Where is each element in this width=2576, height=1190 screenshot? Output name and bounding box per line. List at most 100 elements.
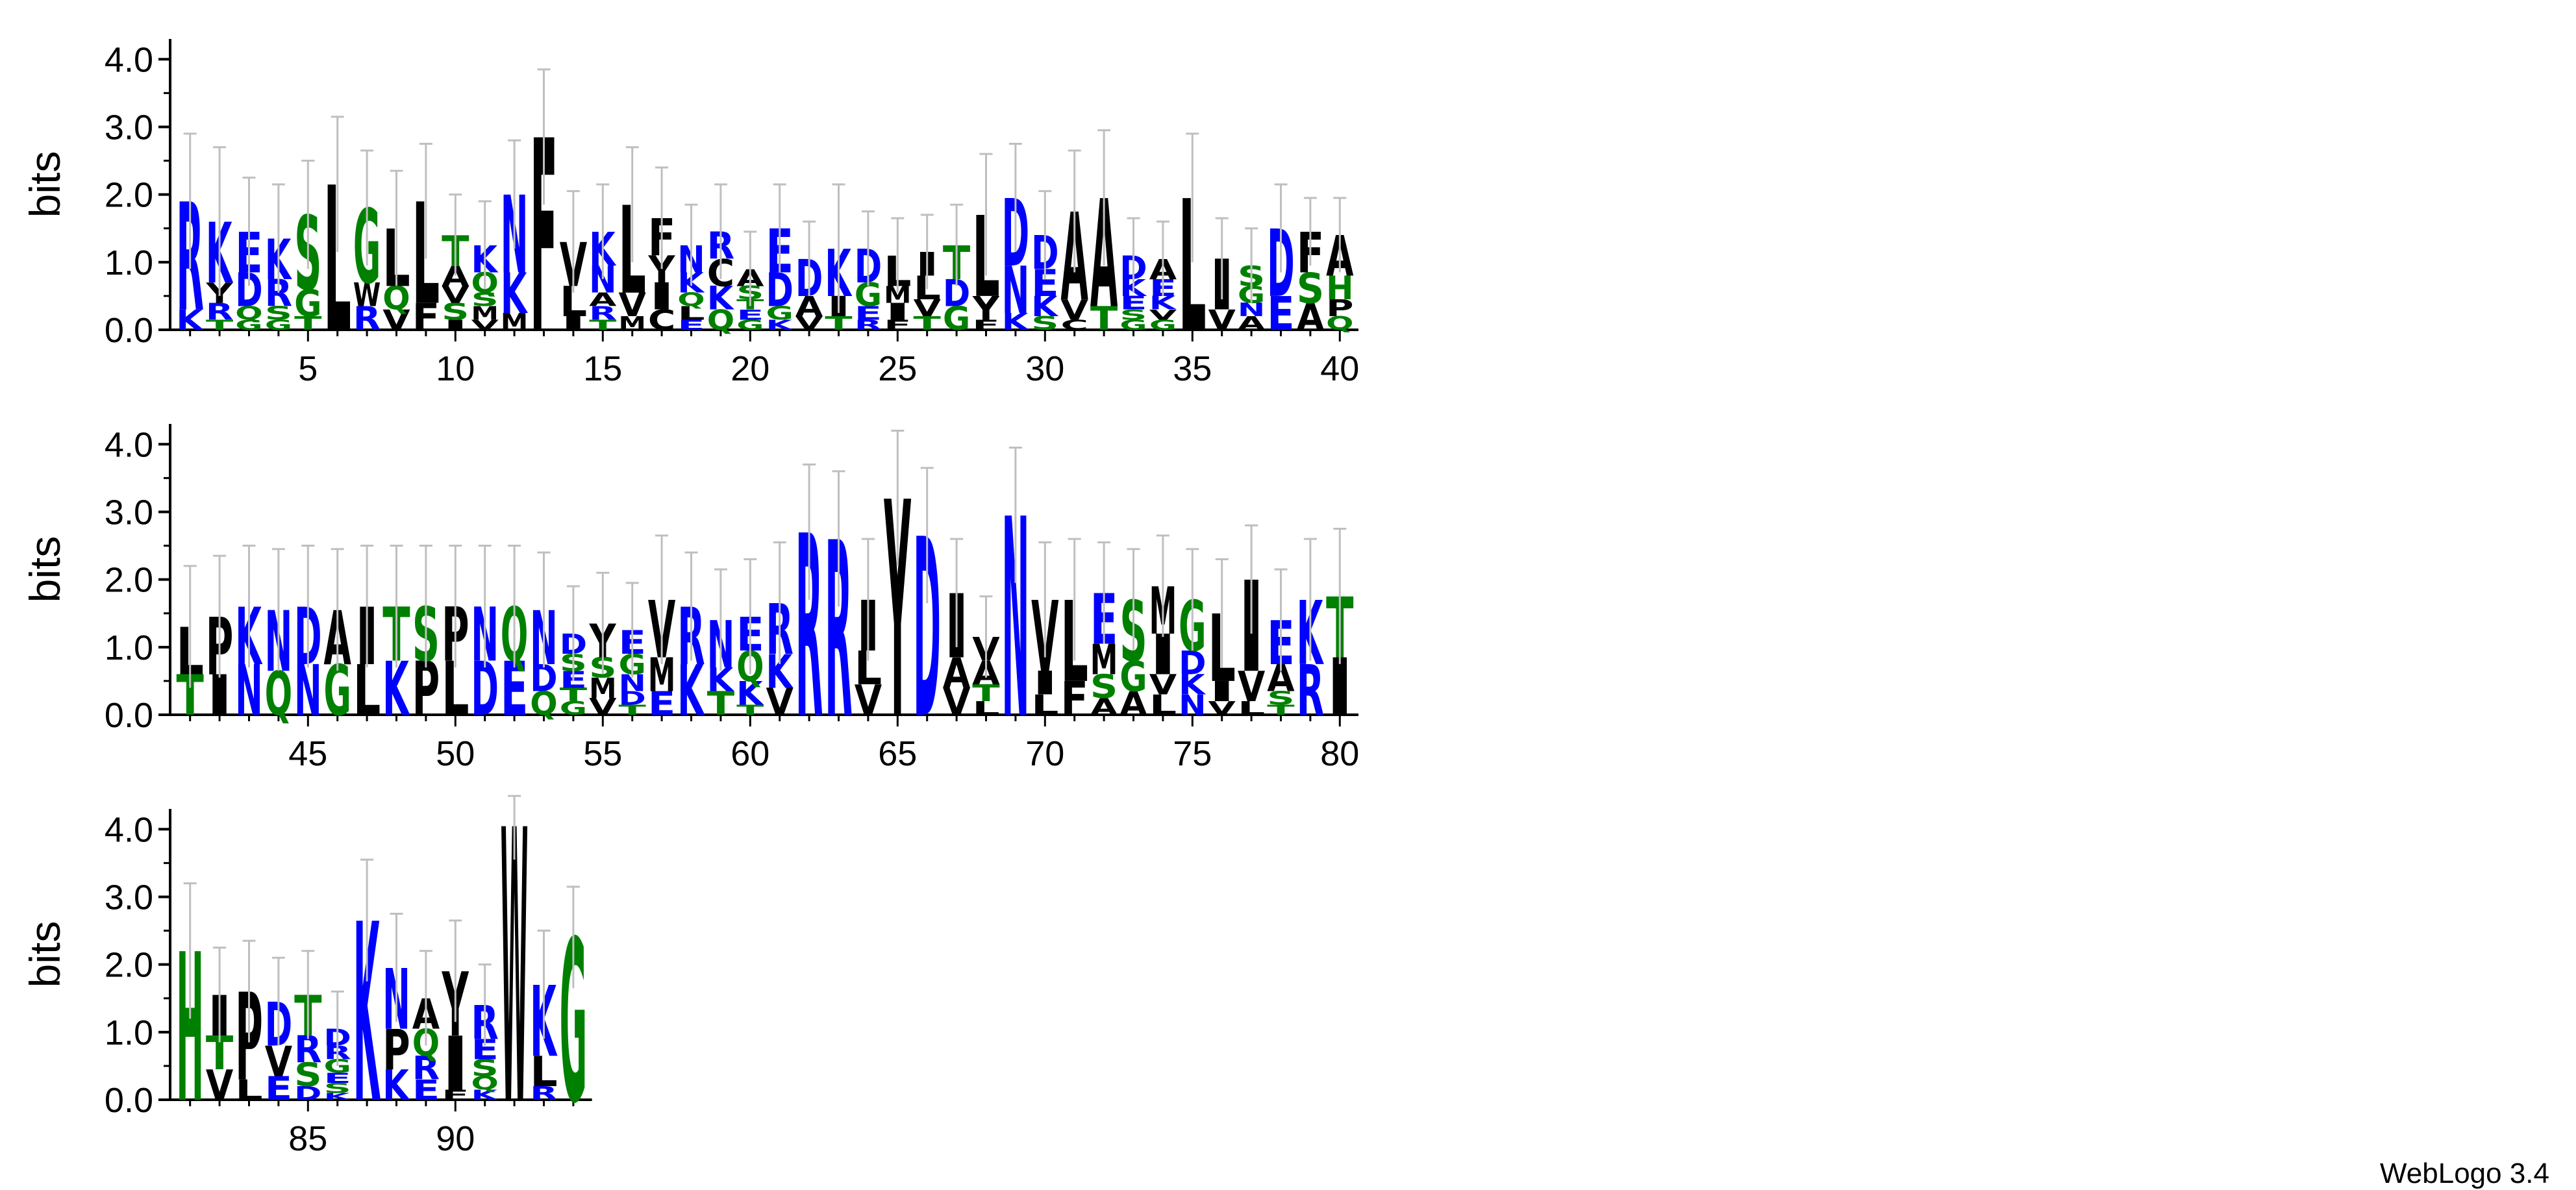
logo-letter-T: T [972,680,1000,707]
logo-letter-E: E [1267,287,1294,341]
logo-letter-R: R [412,1050,440,1087]
logo-letter-R: R [855,317,882,333]
logo-letter-V: V [382,304,410,337]
logo-letter-N: N [1179,689,1206,722]
logo-letter-T: T [736,702,764,718]
logo-letter-V: V [265,1038,292,1086]
logo-letter-K: K [736,675,764,713]
logo-letter-I: I [1208,676,1236,708]
logo-letter-F: F [1061,672,1088,726]
y-tick-label: 1.0 [105,243,153,282]
logo-letter-Q: Q [471,1072,499,1095]
logo-letter-G: G [560,697,587,719]
x-tick-label: 60 [731,734,769,773]
logo-letter-A: A [943,650,970,698]
logo-letter-I: I [884,298,911,325]
logo-letter-L: L [677,303,705,324]
logo-letter-F: F [884,317,911,333]
logo-letter-S: S [442,299,469,325]
logo-letter-N: N [1238,299,1265,321]
logo-letter-A: A [1297,296,1325,339]
logo-letter-V: V [1061,293,1088,327]
x-tick-label: 15 [583,349,622,388]
logo-letter-S: S [471,289,499,310]
logo-letter-V: V [1149,669,1177,702]
logo-letter-R: R [1297,651,1324,732]
logo-letter-E: E [412,1074,440,1107]
x-tick-label: 20 [731,349,769,388]
logo-letter-L: L [972,698,999,719]
y-axis-label: bits [21,536,69,603]
logo-letter-E: E [265,1071,292,1108]
x-tick-label: 50 [436,734,475,773]
logo-letter-Q: Q [382,280,410,317]
logo-letter-G: G [294,282,321,325]
logo-letter-C: C [1061,317,1088,334]
logo-letter-S: S [1297,264,1324,313]
logo-letter-Q: Q [707,304,734,336]
y-tick-label: 3.0 [105,493,153,532]
logo-letter-T: T [206,317,234,333]
logo-letter-K: K [1179,669,1207,701]
y-tick-label: 3.0 [105,108,153,147]
logo-letter-T: T [825,313,852,334]
y-tick-label: 4.0 [105,40,153,79]
logo-letter-K: K [677,651,705,732]
x-tick-label: 80 [1320,734,1359,773]
logo-letter-V: V [795,313,823,334]
weblogo-footer: WebLogo 3.4 [2380,1158,2549,1189]
logo-letter-I: I [442,317,469,333]
logo-letter-V: V [914,295,942,322]
logo-letter-M: M [501,309,528,336]
logo-letter-K: K [501,261,529,326]
logo-letter-K: K [324,1091,351,1102]
x-tick-label: 25 [878,349,917,388]
logo-letter-I: I [1031,664,1058,702]
logo-letter-G: G [265,317,292,334]
y-tick-label: 0.0 [105,1081,153,1120]
logo-letter-V: V [442,281,469,308]
y-tick-label: 1.0 [105,628,153,667]
logo-letter-I: I [442,1021,469,1107]
logo-letter-K: K [1031,291,1059,323]
logo-letter-S: S [1119,307,1147,323]
x-tick-label: 85 [288,1119,327,1158]
x-tick-label: 10 [436,349,475,388]
x-tick-label: 65 [878,734,917,773]
logo-letter-T: T [294,313,321,334]
logo-letter-W: W [353,277,381,314]
logo-letter-K: K [471,1087,499,1104]
logo-letter-D: D [619,688,646,709]
x-tick-label: 55 [583,734,622,773]
logo-letter-Y: Y [972,290,1000,328]
logo-letter-A: A [1119,685,1147,723]
y-tick-label: 0.0 [105,696,153,735]
logo-letter-G: G [1119,652,1147,701]
logo-letter-V: V [471,317,499,333]
logo-letter-A: A [589,289,617,310]
logo-letter-R: R [589,303,616,324]
logo-letter-F: F [412,296,440,339]
logo-letter-G: G [943,300,970,338]
logo-letter-M: M [589,673,616,705]
logo-letter-I: I [648,275,675,319]
logo-letter-S: S [265,303,292,324]
logo-letter-Q: Q [530,685,557,723]
logo-letter-M: M [471,303,499,325]
logo-letter-E: E [1119,293,1147,314]
logo-letter-G: G [736,317,764,334]
x-tick-label: 70 [1025,734,1064,773]
logo-letter-T: T [914,313,941,334]
logo-letter-E: E [855,303,882,324]
logo-letter-D: D [294,1083,321,1104]
logo-letter-T: T [1267,702,1295,718]
logo-letter-V: V [1208,698,1236,719]
logo-letter-V: V [1149,306,1177,323]
logo-letter-L: L [530,1048,557,1097]
logo-letter-T: T [589,317,617,333]
logo-letter-T: T [619,702,647,718]
y-tick-label: 4.0 [105,810,153,849]
logo-letter-C: C [648,304,675,336]
logo-letter-N: N [1002,253,1029,328]
x-tick-label: 45 [288,734,327,773]
